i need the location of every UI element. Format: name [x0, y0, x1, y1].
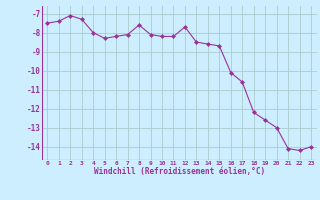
X-axis label: Windchill (Refroidissement éolien,°C): Windchill (Refroidissement éolien,°C): [94, 167, 265, 176]
